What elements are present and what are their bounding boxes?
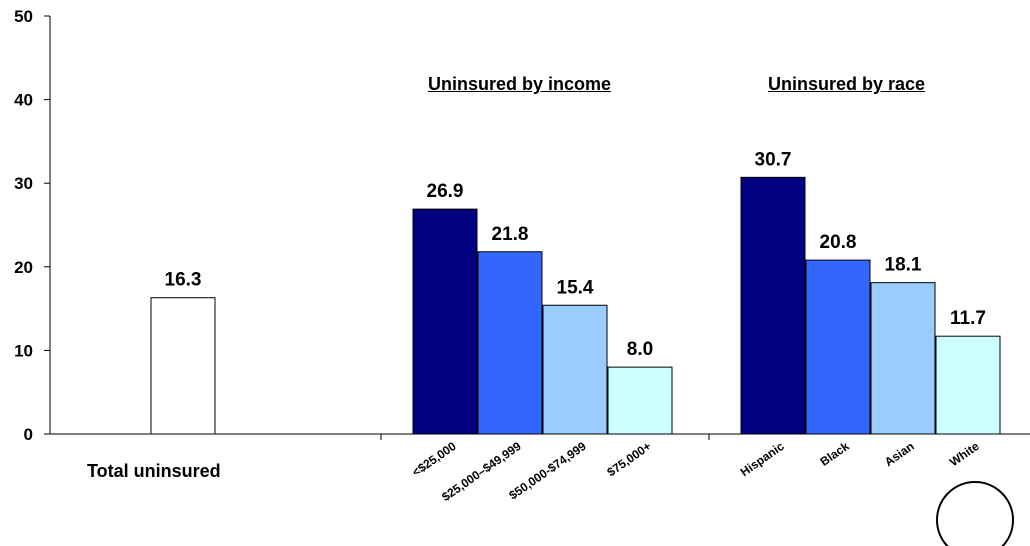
category-label: $75,000+ [604,439,653,479]
y-tick-label: 40 [14,91,33,110]
bar [477,251,543,435]
heading-uninsured-by-income: Uninsured by income [428,74,612,94]
corner-circle-decoration [936,481,1014,546]
category-label: Hispanic [738,439,787,479]
bar-value-label: 30.7 [755,149,792,170]
bar [870,282,936,435]
bar [805,259,871,435]
bar [935,335,1001,435]
bar-value-label: 21.8 [492,224,529,245]
bar-value-label: 8.0 [627,339,653,360]
bar-value-label: 18.1 [885,255,922,276]
bar [607,366,673,435]
bar-value-label: 11.7 [950,308,986,329]
bar-value-label: 20.8 [820,232,857,253]
y-tick-label: 30 [14,174,33,193]
bar [542,304,608,435]
category-label: <$25,000 [409,439,459,480]
bar [412,208,478,435]
bar-value-label: 16.3 [165,270,202,291]
category-label: Asian [882,439,917,469]
category-label: White [947,439,982,469]
y-tick-label: 0 [24,425,33,444]
bar-value-label: 26.9 [427,181,464,202]
bar [150,297,216,435]
category-label: Total uninsured [87,461,221,481]
bar [740,176,806,435]
y-tick-label: 10 [14,341,33,360]
bar-value-label: 15.4 [557,277,594,298]
heading-uninsured-by-race: Uninsured by race [768,74,926,94]
category-label: Black [817,439,852,469]
y-tick-label: 20 [14,258,33,277]
y-tick-label: 50 [14,7,33,26]
